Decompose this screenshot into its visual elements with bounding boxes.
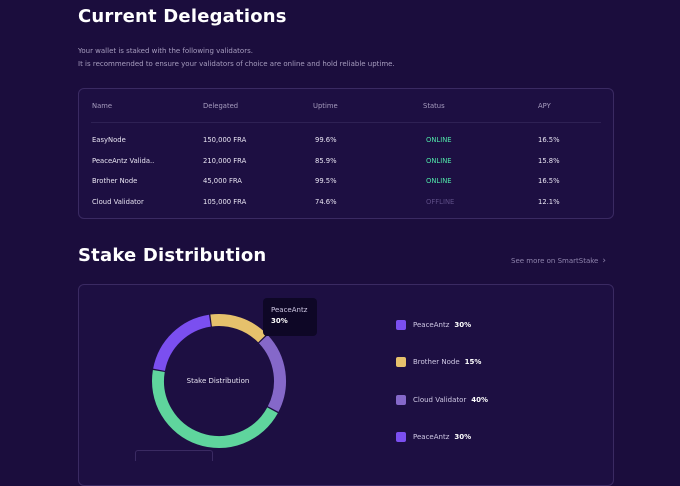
column-header-status: Status	[423, 102, 445, 110]
cell-apy: 16.5%	[538, 136, 560, 144]
cell-delegated: 45,000 FRA	[203, 177, 242, 185]
legend-label: Brother Node	[413, 358, 460, 366]
legend-swatch	[396, 320, 406, 330]
column-header-name: Name	[92, 102, 113, 110]
legend-item[interactable]: PeaceAntz 30%	[413, 321, 471, 329]
column-header-delegated: Delegated	[203, 102, 239, 110]
legend-swatch	[396, 357, 406, 367]
see-more-label: See more on SmartStake	[511, 257, 599, 265]
cell-apy: 12.1%	[538, 198, 560, 206]
status-badge: ONLINE	[426, 177, 452, 185]
legend-item[interactable]: Brother Node 15%	[413, 358, 481, 366]
cell-uptime: 99.5%	[315, 177, 337, 185]
cell-name[interactable]: Cloud Validator	[92, 198, 144, 206]
legend-value: 15%	[464, 358, 482, 366]
status-badge: ONLINE	[426, 157, 452, 165]
delegations-table: Name Delegated Uptime Status APY EasyNod…	[78, 88, 614, 219]
legend-item[interactable]: Cloud Validator 40%	[413, 396, 488, 404]
see-more-link[interactable]: See more on SmartStake ›	[511, 256, 606, 266]
delegations-description-1: Your wallet is staked with the following…	[78, 47, 253, 55]
bottom-tab	[135, 450, 213, 461]
legend-value: 40%	[471, 396, 489, 404]
cell-uptime: 74.6%	[315, 198, 337, 206]
status-badge: OFFLINE	[426, 198, 455, 206]
legend-item[interactable]: PeaceAntz 30%	[413, 433, 471, 441]
cell-apy: 15.8%	[538, 157, 560, 165]
cell-delegated: 210,000 FRA	[203, 157, 247, 165]
cell-name[interactable]: PeaceAntz Valida..	[92, 157, 155, 165]
tooltip-name: PeaceAntz	[271, 306, 308, 314]
legend-label: Cloud Validator	[413, 396, 467, 404]
cell-uptime: 99.6%	[315, 136, 337, 144]
column-header-apy: APY	[538, 102, 551, 110]
legend-swatch	[396, 432, 406, 442]
cell-name[interactable]: EasyNode	[92, 136, 126, 144]
legend-value: 30%	[454, 433, 472, 441]
chart-tooltip: PeaceAntz 30%	[263, 298, 317, 336]
legend-value: 30%	[454, 321, 472, 329]
cell-uptime: 85.9%	[315, 157, 337, 165]
tooltip-value: 30%	[271, 317, 288, 325]
header-divider	[91, 122, 601, 123]
chevron-right-icon: ›	[602, 256, 606, 266]
column-header-uptime: Uptime	[313, 102, 338, 110]
distribution-title: Stake Distribution	[78, 245, 267, 266]
cell-name[interactable]: Brother Node	[92, 177, 138, 185]
cell-apy: 16.5%	[538, 177, 560, 185]
cell-delegated: 105,000 FRA	[203, 198, 247, 206]
donut-center-label: Stake Distribution	[186, 377, 250, 385]
legend-label: PeaceAntz	[413, 433, 450, 441]
delegations-description-2: It is recommended to ensure your validat…	[78, 60, 395, 68]
legend-label: PeaceAntz	[413, 321, 450, 329]
status-badge: ONLINE	[426, 136, 452, 144]
cell-delegated: 150,000 FRA	[203, 136, 247, 144]
delegations-title: Current Delegations	[78, 6, 287, 27]
legend-swatch	[396, 395, 406, 405]
